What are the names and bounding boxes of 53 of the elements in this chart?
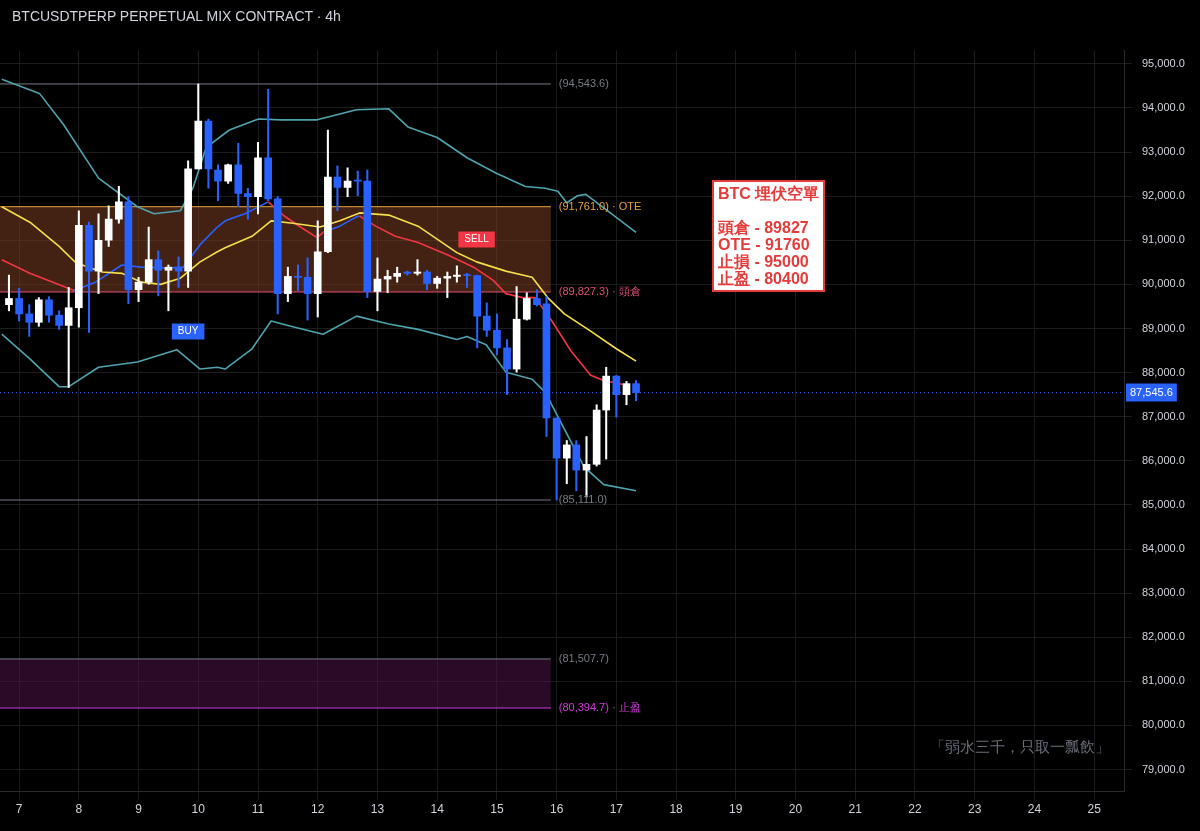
x-tick-label: 25: [1087, 802, 1102, 817]
x-tick-label: 20: [788, 802, 803, 817]
x-tick-label: 12: [311, 802, 325, 817]
y-tick-label: 83,000.0: [1142, 586, 1185, 599]
x-tick-label: 16: [549, 802, 564, 817]
y-tick-label: 95,000.0: [1142, 56, 1185, 69]
ref-line-label: (85,111.0): [558, 493, 608, 506]
candlestick: [294, 264, 302, 291]
annotation: 頭倉 - 89827: [718, 219, 810, 236]
ref-line-label: (94,543.6): [558, 76, 609, 89]
x-tick-label: 10: [191, 802, 206, 817]
y-tick-label: 84,000.0: [1142, 542, 1185, 555]
y-tick-label: 80,000.0: [1142, 718, 1185, 731]
x-tick-label: 14: [430, 802, 445, 817]
candlestick: [463, 273, 471, 288]
y-tick-label: 91,000.0: [1142, 233, 1185, 246]
x-tick-label: 17: [609, 802, 624, 817]
annotation: 止損 - 95000: [718, 253, 810, 270]
annotation: SELL: [464, 233, 490, 245]
x-tick-label: 19: [729, 802, 743, 817]
y-tick-label: 87,000.0: [1142, 409, 1185, 422]
x-tick-label: 9: [135, 802, 143, 817]
y-tick-label: 94,000.0: [1142, 100, 1185, 113]
y-tick-label: 85,000.0: [1142, 497, 1185, 510]
y-tick-label: 93,000.0: [1142, 145, 1185, 158]
y-tick-label: 89,000.0: [1142, 321, 1185, 334]
annotation: 止盈 - 80400: [718, 270, 810, 287]
x-tick-label: 15: [490, 802, 504, 817]
x-tick-label: 18: [669, 802, 684, 817]
x-tick-label: 8: [75, 802, 83, 817]
y-tick-label: 88,000.0: [1142, 365, 1185, 378]
annotation: BUY: [177, 325, 199, 337]
y-tick-label: 79,000.0: [1142, 762, 1185, 775]
y-tick-label: 86,000.0: [1142, 453, 1185, 466]
x-tick-label: 24: [1027, 802, 1042, 817]
y-tick-label: 92,000.0: [1142, 189, 1185, 202]
ref-line-label: 87,545.6: [1130, 385, 1173, 398]
x-tick-label: 23: [968, 802, 982, 817]
y-tick-label: 82,000.0: [1142, 630, 1185, 643]
x-tick-label: 11: [251, 802, 265, 817]
chart-title: BTCUSDTPERP PERPETUAL MIX CONTRACT · 4h: [12, 8, 341, 24]
y-tick-label: 81,000.0: [1142, 674, 1185, 687]
x-tick-label: 13: [370, 802, 385, 817]
y-tick-label: 90,000.0: [1142, 277, 1185, 290]
x-tick-label: 22: [908, 802, 922, 817]
annotation: BTC 埋伏空單: [718, 185, 820, 202]
ref-line-label: (81,507.7): [558, 651, 609, 664]
x-tick-label: 21: [848, 802, 863, 817]
annotation: 「弱水三千，只取一瓢飲」: [930, 738, 1110, 757]
ref-line-label: (89,827.3) · 頭倉: [558, 285, 641, 298]
ref-line-label: (80,394.7) · 止盈: [558, 701, 641, 714]
annotation: OTE - 91760: [718, 236, 811, 253]
x-tick-label: 7: [15, 802, 23, 817]
